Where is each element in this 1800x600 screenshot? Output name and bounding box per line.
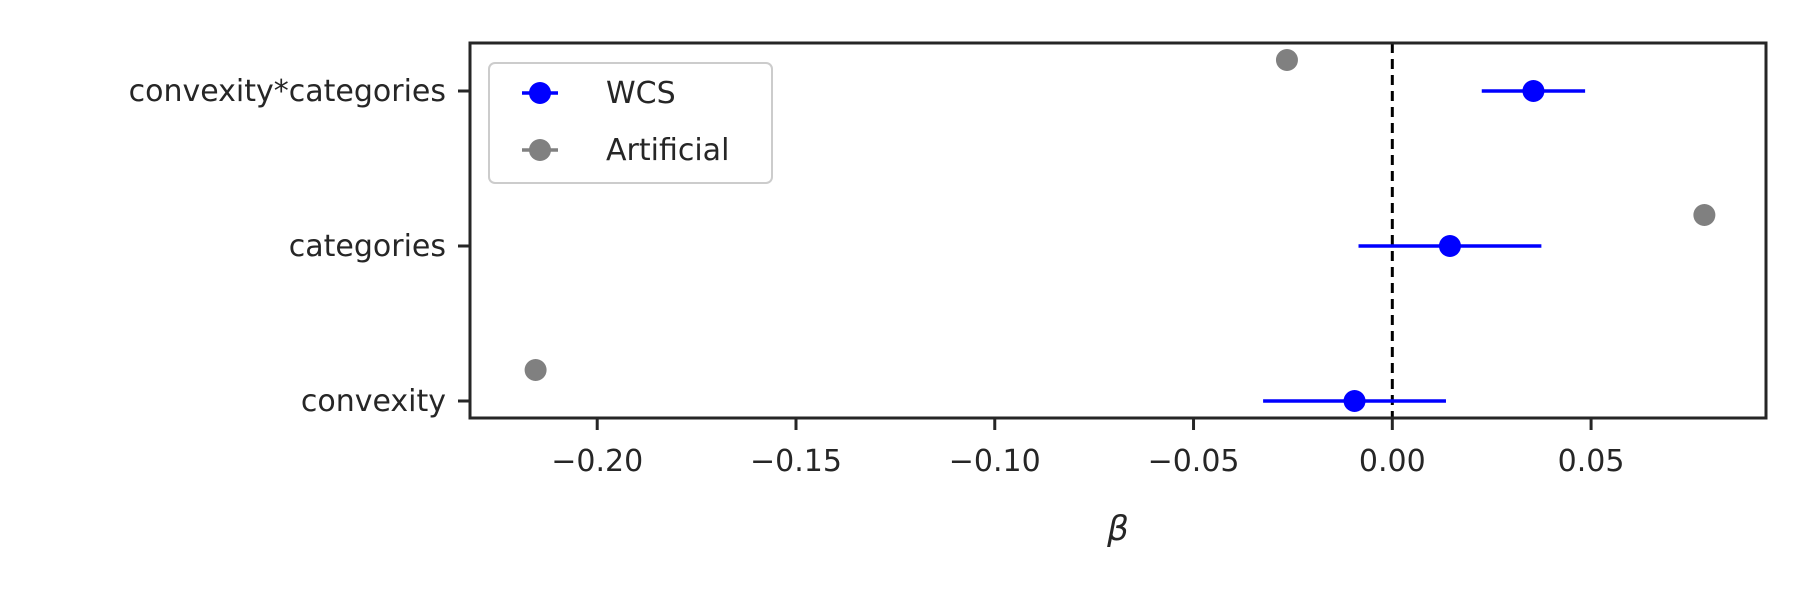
x-tick-label: 0.05: [1558, 444, 1625, 479]
legend-label-artificial: Artificial: [606, 133, 729, 168]
legend-box: [488, 62, 773, 184]
plot-frame: [468, 41, 1768, 420]
x-tick-label: −0.05: [1148, 444, 1240, 479]
legend: WCS Artificial: [488, 62, 773, 184]
legend-marker-wcs: [529, 82, 551, 104]
wcs-point-convexity: [1343, 390, 1366, 412]
x-axis-title: β: [1106, 509, 1129, 549]
artificial-point-categories: [1693, 204, 1716, 226]
wcs-point-convexity-categories: [1522, 80, 1545, 102]
plot-layer: [524, 43, 1716, 418]
x-tick-label: 0.00: [1359, 444, 1426, 479]
axis-layer: −0.20 −0.15 −0.10 −0.05 0.00 0.05 convexity cat…: [129, 74, 1625, 479]
x-tick-label: −0.20: [551, 444, 643, 479]
legend-label-wcs: WCS: [606, 76, 676, 111]
x-tick-label: −0.10: [949, 444, 1041, 479]
y-tick-label-convexity: convexity: [301, 384, 446, 419]
wcs-point-categories: [1438, 235, 1461, 257]
artificial-point-convexity-categories: [1275, 49, 1298, 71]
x-tick-label: −0.15: [750, 444, 842, 479]
y-tick-label-categories: categories: [289, 229, 446, 264]
legend-marker-artificial: [529, 139, 551, 161]
y-tick-label-convexity-categories: convexity*categories: [129, 74, 446, 109]
artificial-point-convexity: [524, 359, 547, 381]
